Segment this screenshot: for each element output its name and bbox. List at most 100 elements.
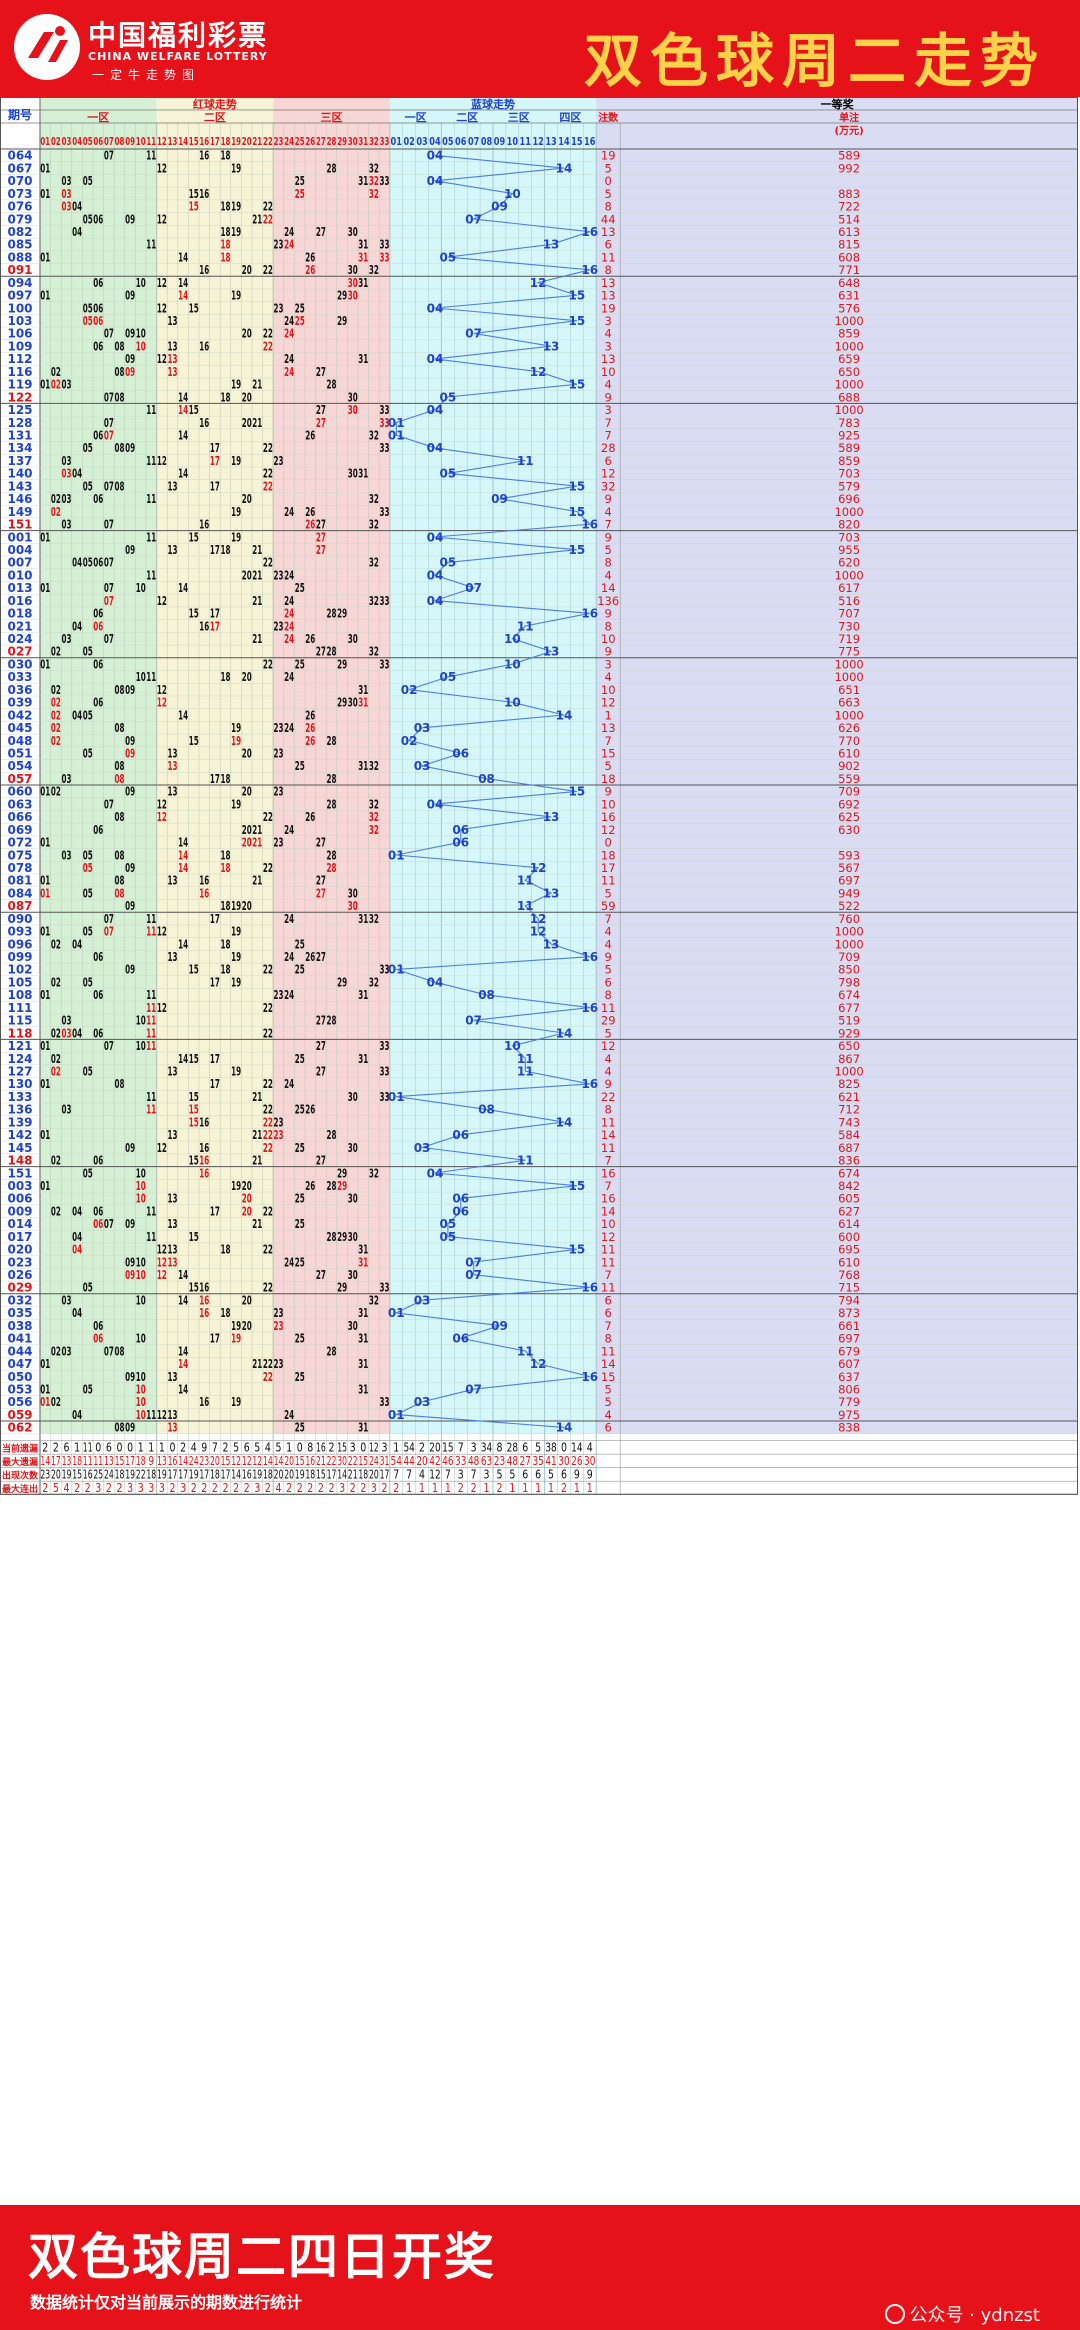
prize-amount: 610 — [838, 1255, 860, 1269]
issue-number: 070 — [7, 174, 32, 188]
red-ball: 19 — [231, 530, 241, 544]
red-number-header: 04 — [72, 136, 82, 148]
issue-number: 009 — [7, 1204, 32, 1218]
red-ball: 22 — [263, 212, 273, 226]
red-ball: 02 — [51, 683, 61, 697]
red-ball: 26 — [305, 250, 315, 264]
prize-count: 5 — [605, 1395, 612, 1409]
red-ball: 02 — [51, 734, 61, 748]
prize-count: 7 — [605, 518, 612, 532]
red-ball: 03 — [62, 518, 72, 532]
issue-number: 076 — [7, 200, 32, 214]
red-ball: 02 — [51, 937, 61, 951]
prize-count: 0 — [605, 174, 612, 188]
red-ball: 14 — [178, 1052, 188, 1066]
red-ball: 23 — [274, 238, 284, 252]
blue-ball: 15 — [568, 378, 585, 392]
blue-ball: 04 — [427, 797, 444, 811]
red-number-header: 23 — [274, 136, 284, 148]
prize-count: 9 — [605, 1077, 612, 1091]
prize-count: 6 — [605, 454, 612, 468]
stat-red-value: 24 — [369, 1454, 379, 1468]
red-number-header: 19 — [231, 136, 241, 148]
red-ball: 22 — [263, 441, 273, 455]
red-ball: 07 — [104, 479, 114, 493]
red-ball: 10 — [136, 1370, 146, 1384]
red-ball: 08 — [115, 339, 125, 353]
blue-ball: 04 — [427, 441, 444, 455]
red-ball: 16 — [199, 1166, 209, 1180]
stat-red-value: 1 — [74, 1441, 80, 1455]
red-ball: 27 — [316, 1154, 326, 1168]
stat-blue-value: 15 — [442, 1441, 453, 1455]
red-ball: 30 — [348, 1230, 358, 1244]
red-ball: 15 — [189, 1154, 199, 1168]
prize-count: 18 — [601, 772, 616, 786]
red-ball: 20 — [242, 823, 252, 837]
red-ball: 20 — [242, 836, 252, 850]
prize-count: 10 — [601, 365, 616, 379]
red-ball: 25 — [295, 1421, 305, 1435]
blue-ball: 15 — [568, 785, 585, 799]
red-ball: 30 — [348, 403, 358, 417]
red-ball: 18 — [221, 848, 231, 862]
red-ball: 05 — [83, 886, 93, 900]
red-ball: 32 — [369, 492, 379, 506]
stat-blue-value: 35 — [532, 1454, 543, 1468]
prize-count: 28 — [601, 441, 616, 455]
stat-red-value: 3 — [371, 1481, 377, 1495]
red-ball: 09 — [125, 1255, 135, 1269]
blue-ball: 15 — [568, 1179, 585, 1193]
red-ball: 28 — [327, 161, 337, 175]
red-ball: 06 — [93, 619, 103, 633]
stat-red-value: 18 — [136, 1454, 146, 1468]
red-number-header: 28 — [327, 136, 337, 148]
red-ball: 06 — [93, 1154, 103, 1168]
stat-blue-value: 7 — [393, 1468, 399, 1482]
red-ball: 30 — [348, 886, 358, 900]
prize-amount: 620 — [838, 556, 860, 570]
stat-blue-value: 2 — [471, 1481, 477, 1495]
red-ball: 01 — [40, 785, 50, 799]
red-ball: 08 — [115, 759, 125, 773]
stat-red-value: 20 — [274, 1468, 284, 1482]
red-ball: 19 — [231, 1395, 241, 1409]
prize-amount: 589 — [838, 441, 860, 455]
stat-blue-value: 27 — [520, 1454, 531, 1468]
stat-red-value: 5 — [233, 1441, 239, 1455]
red-ball: 22 — [263, 1243, 273, 1257]
blue-ball: 07 — [465, 212, 482, 226]
issue-number: 149 — [7, 505, 32, 519]
red-ball: 25 — [295, 1332, 305, 1346]
red-ball: 17 — [210, 1077, 220, 1091]
blue-ball: 06 — [452, 1192, 469, 1206]
red-ball: 10 — [136, 581, 146, 595]
issue-number: 130 — [7, 1077, 32, 1091]
prize-count: 11 — [601, 1281, 616, 1295]
prize-amount: 867 — [838, 1052, 860, 1066]
red-ball: 19 — [231, 200, 241, 214]
red-ball: 16 — [199, 263, 209, 277]
red-ball: 26 — [305, 1179, 315, 1193]
prize-amount: 955 — [838, 543, 860, 557]
red-ball: 21 — [252, 378, 262, 392]
red-ball: 10 — [136, 1192, 146, 1206]
red-ball: 28 — [327, 1128, 337, 1142]
red-ball: 02 — [51, 1065, 61, 1079]
blue-ball: 08 — [478, 988, 495, 1002]
prize-count: 14 — [601, 581, 616, 595]
prize-count: 5 — [605, 759, 612, 773]
stat-red-value: 2 — [360, 1481, 366, 1495]
red-ball: 29 — [337, 1281, 347, 1295]
red-number-header: 27 — [316, 136, 326, 148]
red-ball: 01 — [40, 289, 50, 303]
blue-ball: 01 — [388, 1090, 405, 1104]
red-ball: 22 — [263, 1026, 273, 1040]
red-ball: 08 — [115, 874, 125, 888]
prize-amount: 650 — [838, 365, 860, 379]
prize-count: 4 — [605, 925, 612, 939]
blue-ball: 15 — [568, 289, 585, 303]
red-ball: 28 — [327, 1014, 337, 1028]
blue-ball: 06 — [452, 836, 469, 850]
red-ball: 18 — [221, 899, 231, 913]
